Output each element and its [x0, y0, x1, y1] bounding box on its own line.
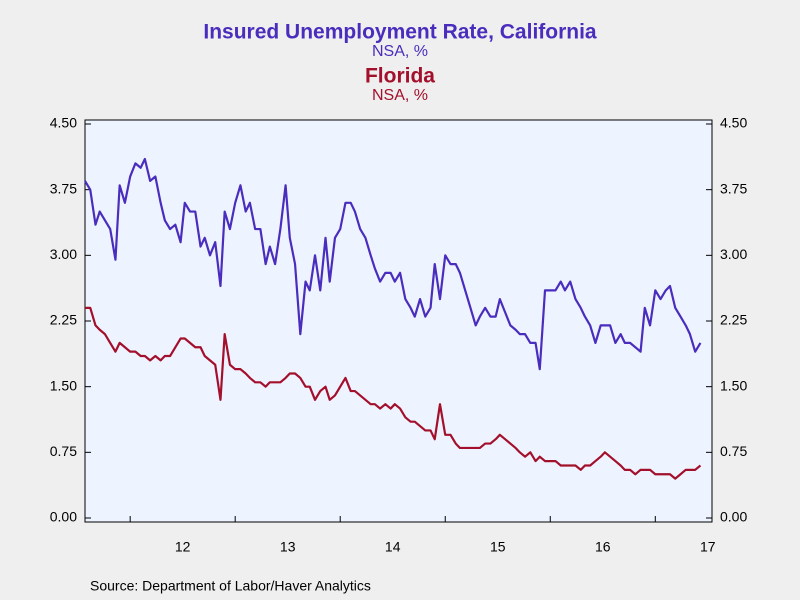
chart-subtitle-2: NSA, % — [372, 87, 428, 104]
y-tick-label: 3.75 — [50, 180, 77, 196]
y-tick-label: 3.00 — [50, 246, 77, 262]
chart-subtitle: NSA, % — [372, 43, 428, 60]
y2-tick-label: 2.25 — [720, 312, 747, 328]
y-tick-label: 0.75 — [50, 443, 77, 459]
y2-tick-label: 4.50 — [720, 115, 747, 131]
y-tick-label: 1.50 — [50, 377, 77, 393]
x-tick-label: 15 — [490, 539, 506, 555]
plot-area — [84, 119, 713, 523]
x-tick-label: 12 — [175, 539, 191, 555]
x-tick-label: 13 — [280, 539, 296, 555]
x-tick-label: 16 — [595, 539, 611, 555]
y2-tick-label: 1.50 — [720, 377, 747, 393]
series-line — [84, 157, 702, 371]
x-tick-label: 17 — [700, 539, 716, 555]
chart-title-2: Florida — [365, 65, 435, 88]
chart-title: Insured Unemployment Rate, California — [203, 21, 597, 44]
y2-tick-label: 3.00 — [720, 246, 747, 262]
source-note: Source: Department of Labor/Haver Analyt… — [90, 578, 371, 594]
y-tick-label: 2.25 — [50, 312, 77, 328]
x-tick-label: 14 — [385, 539, 401, 555]
y-tick-label: 4.50 — [50, 115, 77, 131]
series-line — [85, 306, 702, 480]
y-tick-label: 0.00 — [50, 509, 77, 525]
y2-tick-label: 0.00 — [720, 509, 747, 525]
y2-tick-label: 3.75 — [720, 180, 747, 196]
y2-tick-label: 0.75 — [720, 443, 747, 459]
